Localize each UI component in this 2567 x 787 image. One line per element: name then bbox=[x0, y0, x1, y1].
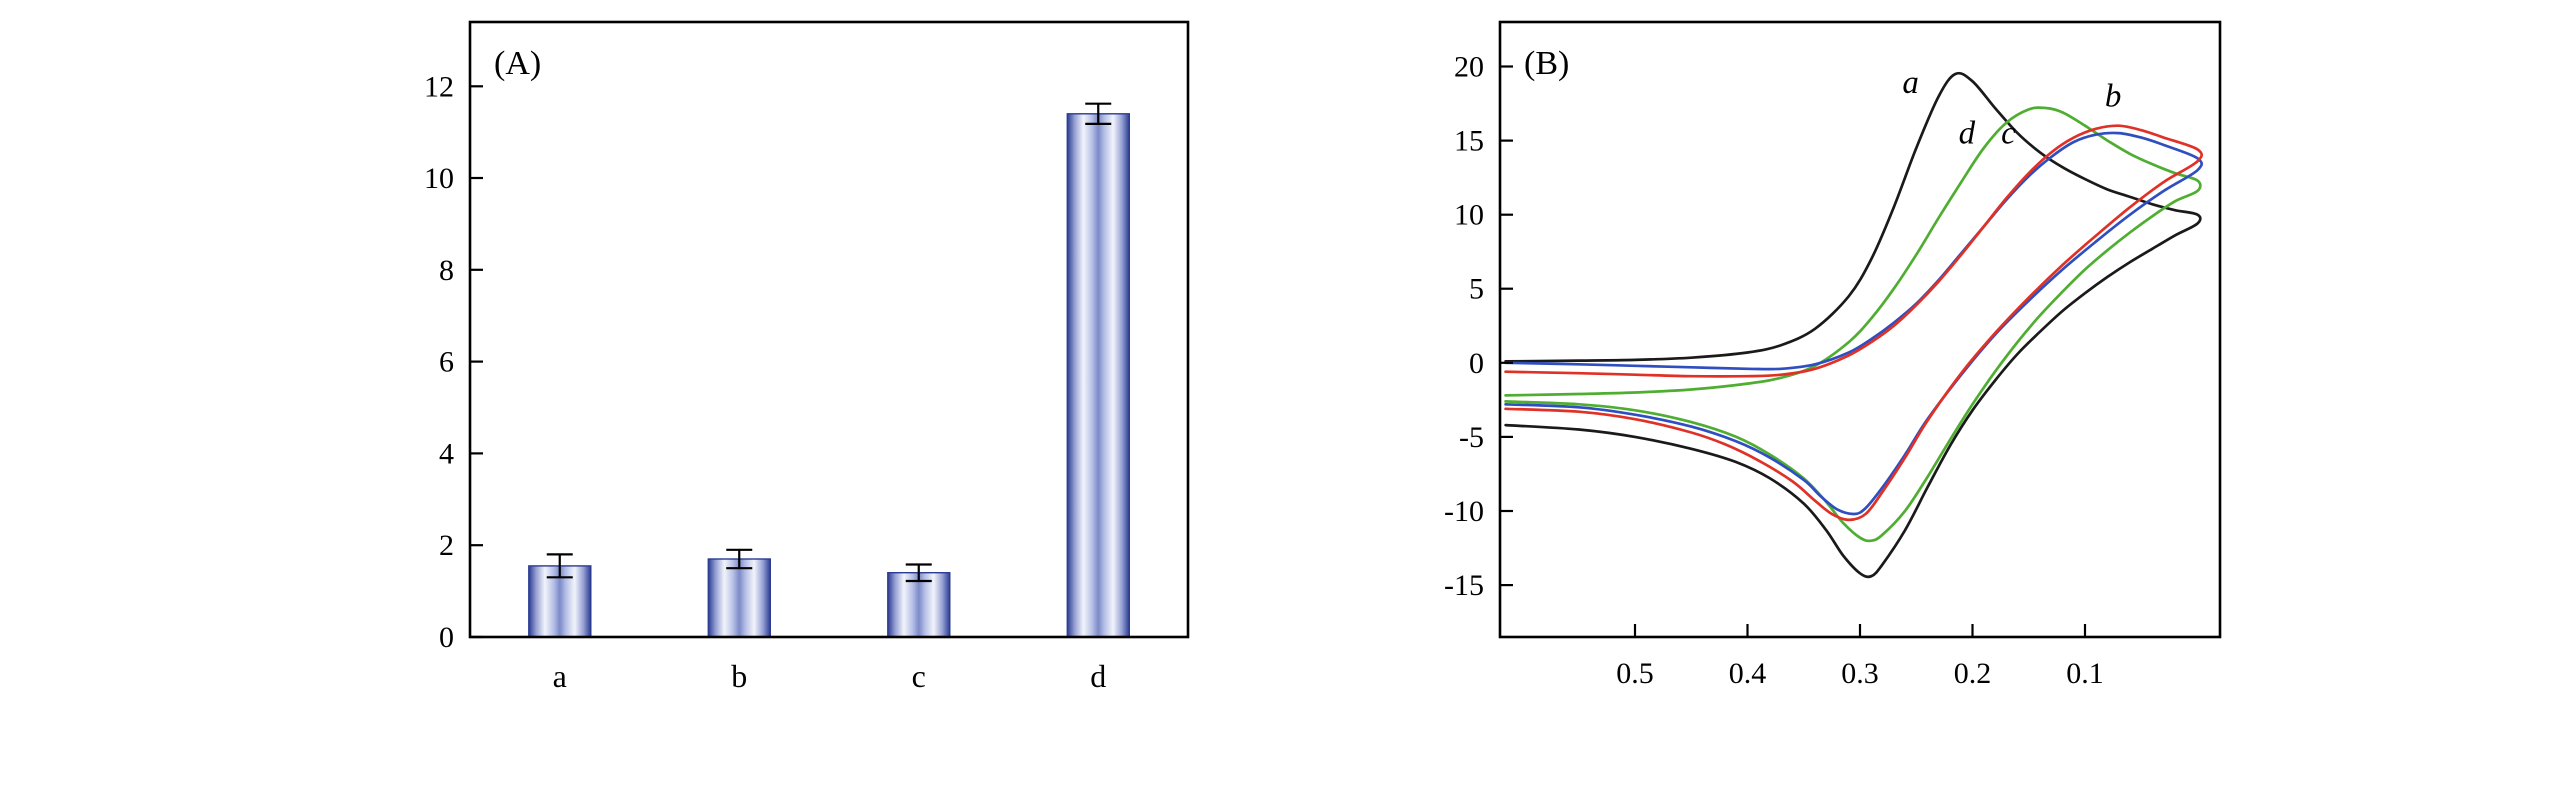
bar-d bbox=[1066, 113, 1131, 638]
x-tick-label: 0.5 bbox=[1616, 657, 1654, 690]
category-label-b: b bbox=[731, 658, 747, 694]
y-tick-label: -5 bbox=[1459, 421, 1484, 454]
y-tick-label: -15 bbox=[1444, 569, 1484, 602]
curve-annotation-c: c bbox=[2001, 116, 2016, 152]
y-tick-label: 4 bbox=[439, 437, 454, 470]
y-tick-label: 0 bbox=[439, 621, 454, 654]
panel-b-frame bbox=[1498, 20, 2222, 639]
error-bar-d bbox=[1085, 102, 1112, 126]
y-tick-label: 6 bbox=[439, 346, 454, 379]
x-tick-label: 0.1 bbox=[2066, 657, 2104, 690]
curve-d bbox=[1504, 106, 2202, 543]
x-tick-label: 0.3 bbox=[1841, 657, 1879, 690]
bar-b bbox=[707, 558, 771, 638]
y-tick-label: 2 bbox=[439, 529, 454, 562]
curve-annotation-d: d bbox=[1959, 116, 1976, 152]
y-tick-label: 0 bbox=[1469, 347, 1484, 380]
y-tick-label: -10 bbox=[1444, 495, 1484, 528]
x-tick-label: 0.4 bbox=[1729, 657, 1767, 690]
curve-a bbox=[1504, 71, 2202, 579]
bar-chart-panel-a: a b c d 0 2 4 6 8 10 12 (A) bbox=[424, 20, 1190, 694]
error-bar-c bbox=[905, 563, 932, 583]
panel-b-label: (B) bbox=[1524, 45, 1569, 82]
x-tick-label: 0.2 bbox=[1954, 657, 1992, 690]
y-tick-label: 20 bbox=[1454, 50, 1484, 83]
y-tick-label: 5 bbox=[1469, 273, 1484, 306]
y-tick-label: 8 bbox=[439, 254, 454, 287]
curve-c bbox=[1504, 131, 2204, 516]
category-label-a: a bbox=[553, 658, 567, 694]
curve-annotation-b: b bbox=[2105, 78, 2122, 114]
y-tick-label: 15 bbox=[1454, 125, 1484, 158]
error-bar-a bbox=[546, 553, 573, 579]
panel-a-frame bbox=[468, 20, 1190, 639]
panel-a-label: (A) bbox=[494, 45, 541, 82]
curve-annotation-a: a bbox=[1902, 65, 1919, 101]
cv-chart-panel-b: 0.5 0.4 0.3 0.2 0.1 -15 -10 -5 0 5 10 15 20 a d c b (B) bbox=[1444, 20, 2222, 690]
curve-b bbox=[1504, 124, 2204, 522]
category-label-c: c bbox=[912, 658, 926, 694]
category-label-d: d bbox=[1090, 658, 1106, 694]
y-tick-label: 12 bbox=[424, 70, 454, 103]
error-bar-b bbox=[726, 548, 753, 570]
bar-c bbox=[887, 572, 951, 638]
y-tick-label: 10 bbox=[1454, 199, 1484, 232]
y-tick-label: 10 bbox=[424, 162, 454, 195]
